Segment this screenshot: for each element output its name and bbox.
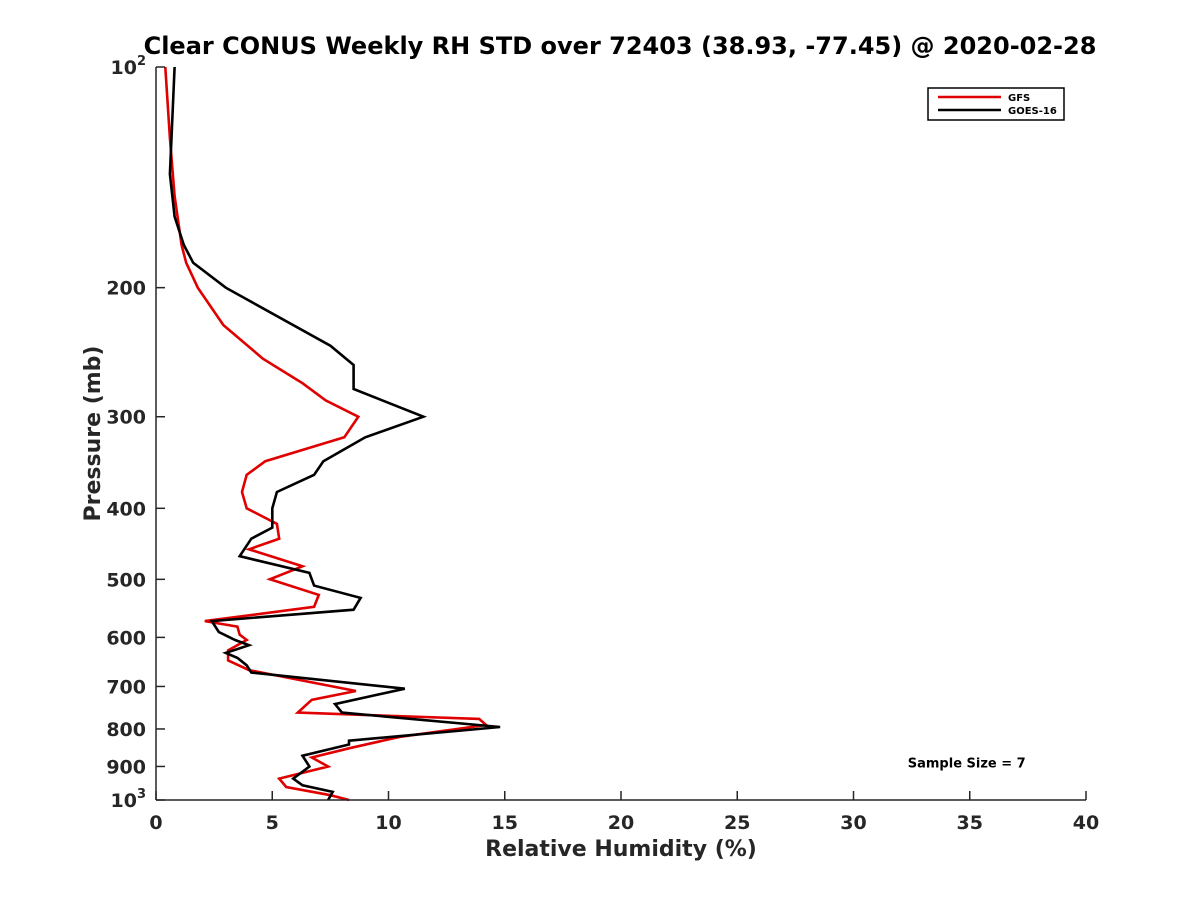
y-tick-label: 800: [106, 719, 146, 741]
legend: GFS GOES-16: [927, 87, 1065, 121]
x-tick-label: 0: [149, 812, 162, 834]
y-tick-label: 103: [111, 787, 147, 812]
y-tick-label: 102: [111, 54, 147, 79]
y-tick-label: 600: [106, 627, 146, 649]
plot-area: [156, 67, 1086, 800]
x-tick-label: 30: [840, 812, 866, 834]
x-tick-label: 5: [266, 812, 279, 834]
x-tick-label: 35: [957, 812, 983, 834]
y-tick-label: 500: [106, 569, 146, 591]
y-tick-label: 900: [106, 756, 146, 778]
y-tick-label: 400: [106, 498, 146, 520]
axes-layer: 0 5 10 15 20 25 30 35 40 102 200 300 400 500 600 700 800…: [106, 54, 1099, 834]
y-tick-label: 300: [106, 407, 146, 429]
x-axis-label: Relative Humidity (%): [485, 837, 757, 862]
x-tick-label: 25: [724, 812, 750, 834]
sample-size-annotation: Sample Size = 7: [908, 757, 1026, 772]
series-layer: [164, 66, 501, 802]
series-line-goes-16: [168, 66, 501, 801]
y-tick-label: 700: [106, 676, 146, 698]
legend-label-gfs: GFS: [1008, 93, 1030, 104]
x-tick-label: 20: [608, 812, 634, 834]
x-tick-label: 15: [492, 812, 518, 834]
chart-title: Clear CONUS Weekly RH STD over 72403 (38…: [144, 32, 1097, 60]
x-tick-label: 10: [375, 812, 401, 834]
legend-label-goes-16: GOES-16: [1008, 106, 1057, 117]
legend-box: [927, 87, 1065, 121]
x-tick-label: 40: [1073, 812, 1099, 834]
y-tick-label: 200: [106, 278, 146, 300]
y-axis-label: Pressure (mb): [81, 346, 106, 522]
